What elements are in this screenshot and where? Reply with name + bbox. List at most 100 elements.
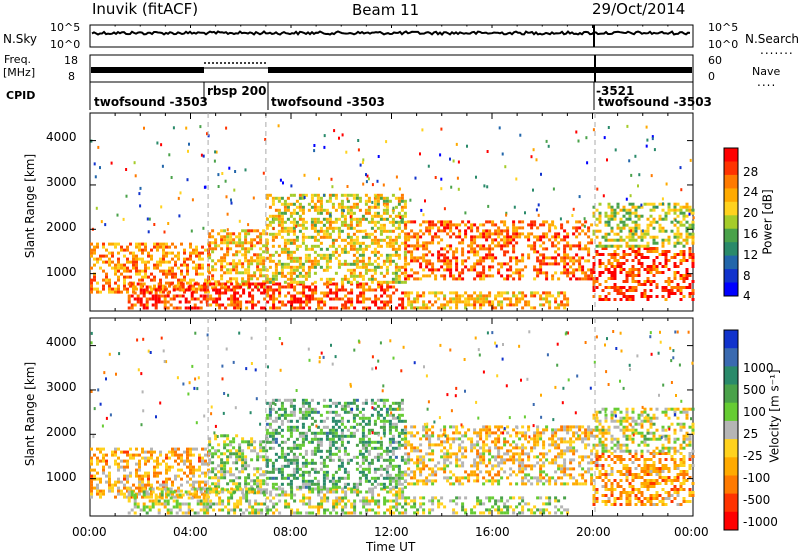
power-cell [676, 238, 680, 242]
velocity-cell [304, 434, 308, 438]
power-cell [428, 259, 432, 263]
power-cell [355, 229, 359, 233]
velocity-cell [211, 482, 215, 486]
power-cell [373, 223, 377, 227]
power-cell [177, 257, 180, 261]
power-cell [165, 254, 168, 258]
velocity-cell [376, 431, 380, 435]
power-cell [90, 254, 93, 258]
power-cell [286, 208, 290, 212]
velocity-cell [169, 487, 173, 491]
power-cell [634, 211, 638, 215]
power-cell [682, 250, 686, 253]
velocity-cell [316, 425, 320, 429]
power-cell [153, 242, 156, 246]
power-cell [628, 247, 632, 250]
power-cell [449, 300, 453, 304]
power-cell [595, 217, 599, 221]
velocity-cell [130, 490, 134, 494]
power-cell [385, 256, 389, 260]
velocity-cell [218, 496, 222, 500]
power-cell [652, 280, 656, 283]
power-cell [587, 241, 591, 245]
power-cell [613, 250, 617, 253]
power-cell [575, 268, 579, 272]
power-cell [274, 265, 278, 269]
power-cell [595, 208, 599, 212]
velocity-cell [129, 471, 132, 475]
velocity-cell [346, 452, 350, 456]
power-cell [239, 300, 243, 304]
power-cell [464, 300, 468, 304]
velocity-cell [293, 511, 297, 515]
power-cell [201, 251, 204, 255]
power-scatter-cell [303, 196, 306, 199]
power-cell [347, 300, 351, 304]
power-cell [299, 300, 303, 304]
power-cell [640, 283, 644, 286]
power-cell [195, 263, 198, 267]
velocity-cell [196, 499, 200, 503]
velocity-cell [316, 482, 320, 486]
power-cell [371, 288, 375, 292]
velocity-cell [172, 499, 176, 503]
power-cell [280, 196, 284, 200]
velocity-cell [90, 447, 93, 451]
power-cell [685, 235, 689, 239]
power-scatter-cell [104, 223, 107, 227]
velocity-cell [235, 461, 239, 465]
velocity-cell [193, 511, 197, 515]
power-cell [263, 288, 267, 292]
power-cell [646, 271, 650, 274]
velocity-cell [298, 443, 302, 447]
power-cell [679, 250, 683, 253]
power-cell [443, 256, 447, 260]
power-cell [343, 205, 347, 209]
power-cell [111, 290, 114, 294]
power-cell [141, 269, 144, 273]
power-cell [350, 303, 354, 307]
power-cell [607, 292, 611, 295]
velocity-cell [304, 452, 308, 456]
power-cell [542, 247, 546, 251]
power-scatter-cell [125, 168, 128, 171]
velocity-cell [373, 470, 377, 474]
velocity-cell [292, 425, 296, 429]
power-cell [293, 300, 297, 304]
power-scatter-cell [331, 185, 334, 189]
power-scatter-cell [346, 197, 349, 201]
power-cell [289, 253, 293, 257]
beam-title: Beam 11 [352, 1, 420, 19]
power-cell [236, 291, 240, 295]
power-cell [479, 244, 483, 248]
velocity-cell [217, 485, 221, 489]
velocity-cell [376, 440, 380, 444]
power-cell [676, 289, 680, 292]
power-cell [126, 266, 129, 270]
velocity-cell [346, 419, 350, 423]
velocity-cell [90, 486, 93, 490]
power-cell [135, 266, 138, 270]
power-cell [482, 232, 486, 236]
velocity-cell [256, 476, 260, 480]
power-cell [358, 259, 362, 263]
power-cell [299, 291, 303, 295]
power-cell [262, 244, 266, 248]
velocity-cell [262, 470, 266, 474]
velocity-cell [168, 465, 171, 469]
power-cell [604, 238, 608, 242]
power-cell [190, 294, 194, 298]
velocity-cell [370, 461, 374, 465]
power-cell [628, 202, 632, 206]
power-cell [165, 272, 168, 276]
power-cell [355, 205, 359, 209]
power-cell [403, 214, 407, 218]
power-cell [388, 199, 392, 203]
velocity-cell [256, 458, 260, 462]
power-cell [260, 282, 264, 286]
power-scatter-cell [559, 217, 562, 221]
power-cell [685, 232, 689, 236]
power-scatter-cell [185, 126, 188, 130]
power-cell [688, 292, 692, 295]
power-cell [503, 262, 507, 266]
